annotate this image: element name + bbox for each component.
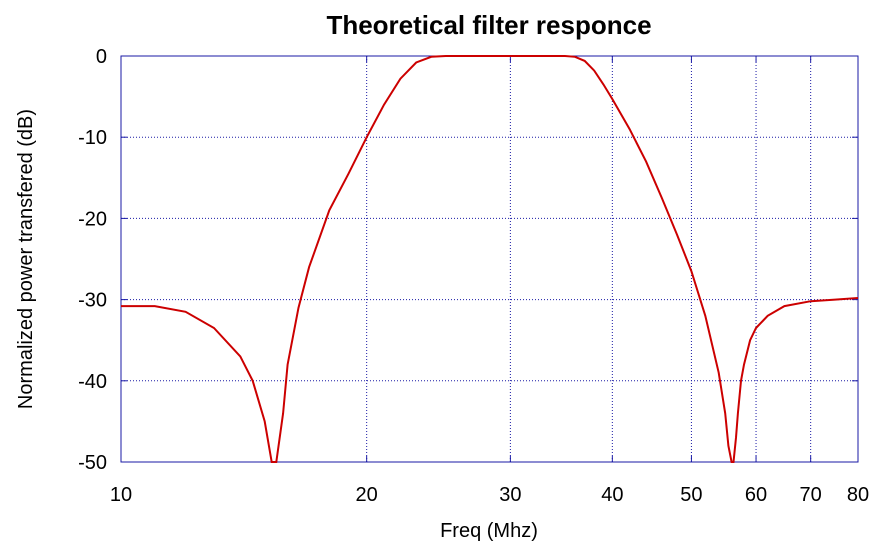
grid <box>121 56 858 462</box>
y-axis-label: Normalized power transfered (dB) <box>15 109 37 409</box>
y-tick-label: -30 <box>78 290 107 312</box>
x-tick-label: 50 <box>680 484 702 506</box>
x-tick-label: 30 <box>499 484 521 506</box>
chart-title: Theoretical filter responce <box>326 10 651 40</box>
x-tick-label: 80 <box>847 484 869 506</box>
y-tick-label: 0 <box>96 46 107 68</box>
y-tick-label: -20 <box>78 208 107 230</box>
plot-frame <box>120 55 859 463</box>
x-tick-label: 20 <box>356 484 378 506</box>
x-tick-label: 10 <box>110 484 132 506</box>
x-axis-label: Freq (Mhz) <box>440 520 538 542</box>
series <box>121 55 859 463</box>
series-line <box>121 55 859 463</box>
y-tick-label: -10 <box>78 127 107 149</box>
x-tick-label: 60 <box>745 484 767 506</box>
y-tick-label: -50 <box>78 452 107 474</box>
x-tick-label: 70 <box>800 484 822 506</box>
y-tick-label: -40 <box>78 371 107 393</box>
x-tick-label: 40 <box>601 484 623 506</box>
